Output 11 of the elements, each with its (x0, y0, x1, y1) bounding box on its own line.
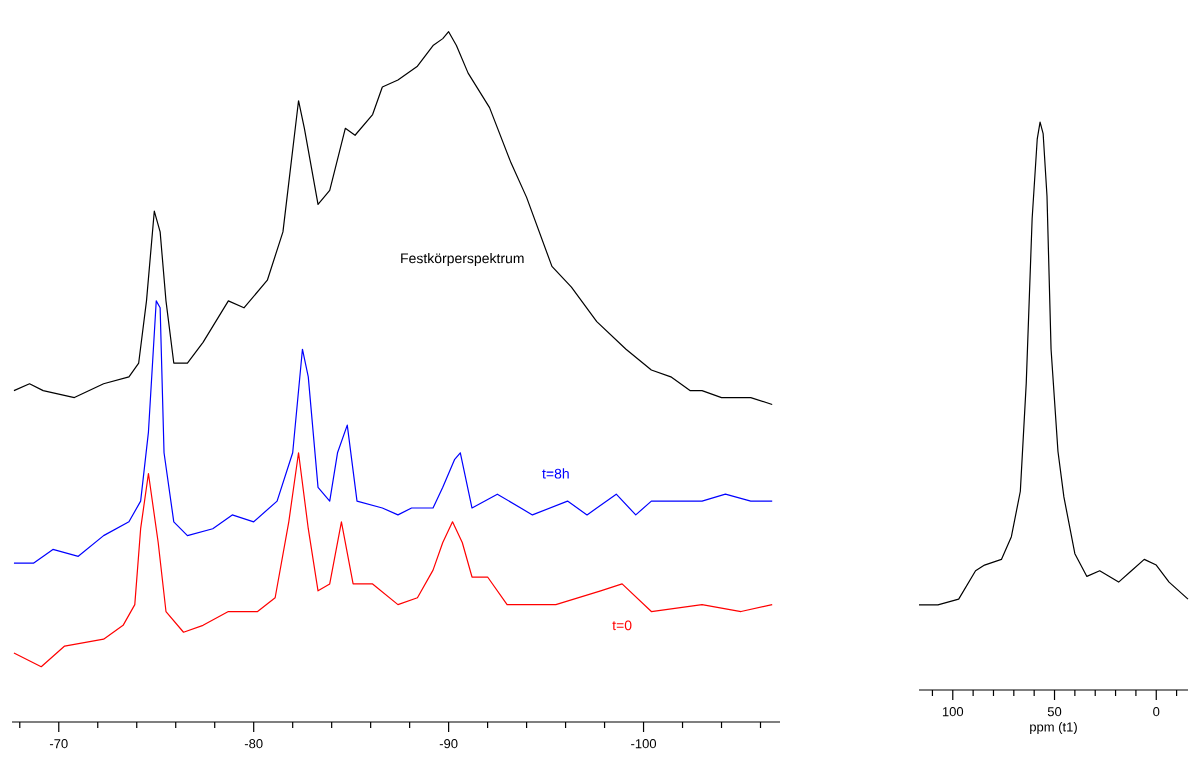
x-tick-label: -100 (631, 739, 657, 749)
series-label: t=0 (612, 620, 632, 631)
series-label: Festkörperspektrum (401, 252, 524, 267)
x-tick-label: -80 (244, 739, 263, 749)
x-tick-label: -90 (439, 739, 458, 749)
x-tick-label: 0 (1153, 707, 1160, 717)
x-tick-label: 100 (942, 707, 964, 717)
x-axis-title: ppm (t1) (1030, 722, 1077, 735)
x-tick-label: 50 (1047, 707, 1062, 717)
x-tick-label: -70 (49, 739, 68, 749)
series-label: t=8h (542, 468, 569, 479)
